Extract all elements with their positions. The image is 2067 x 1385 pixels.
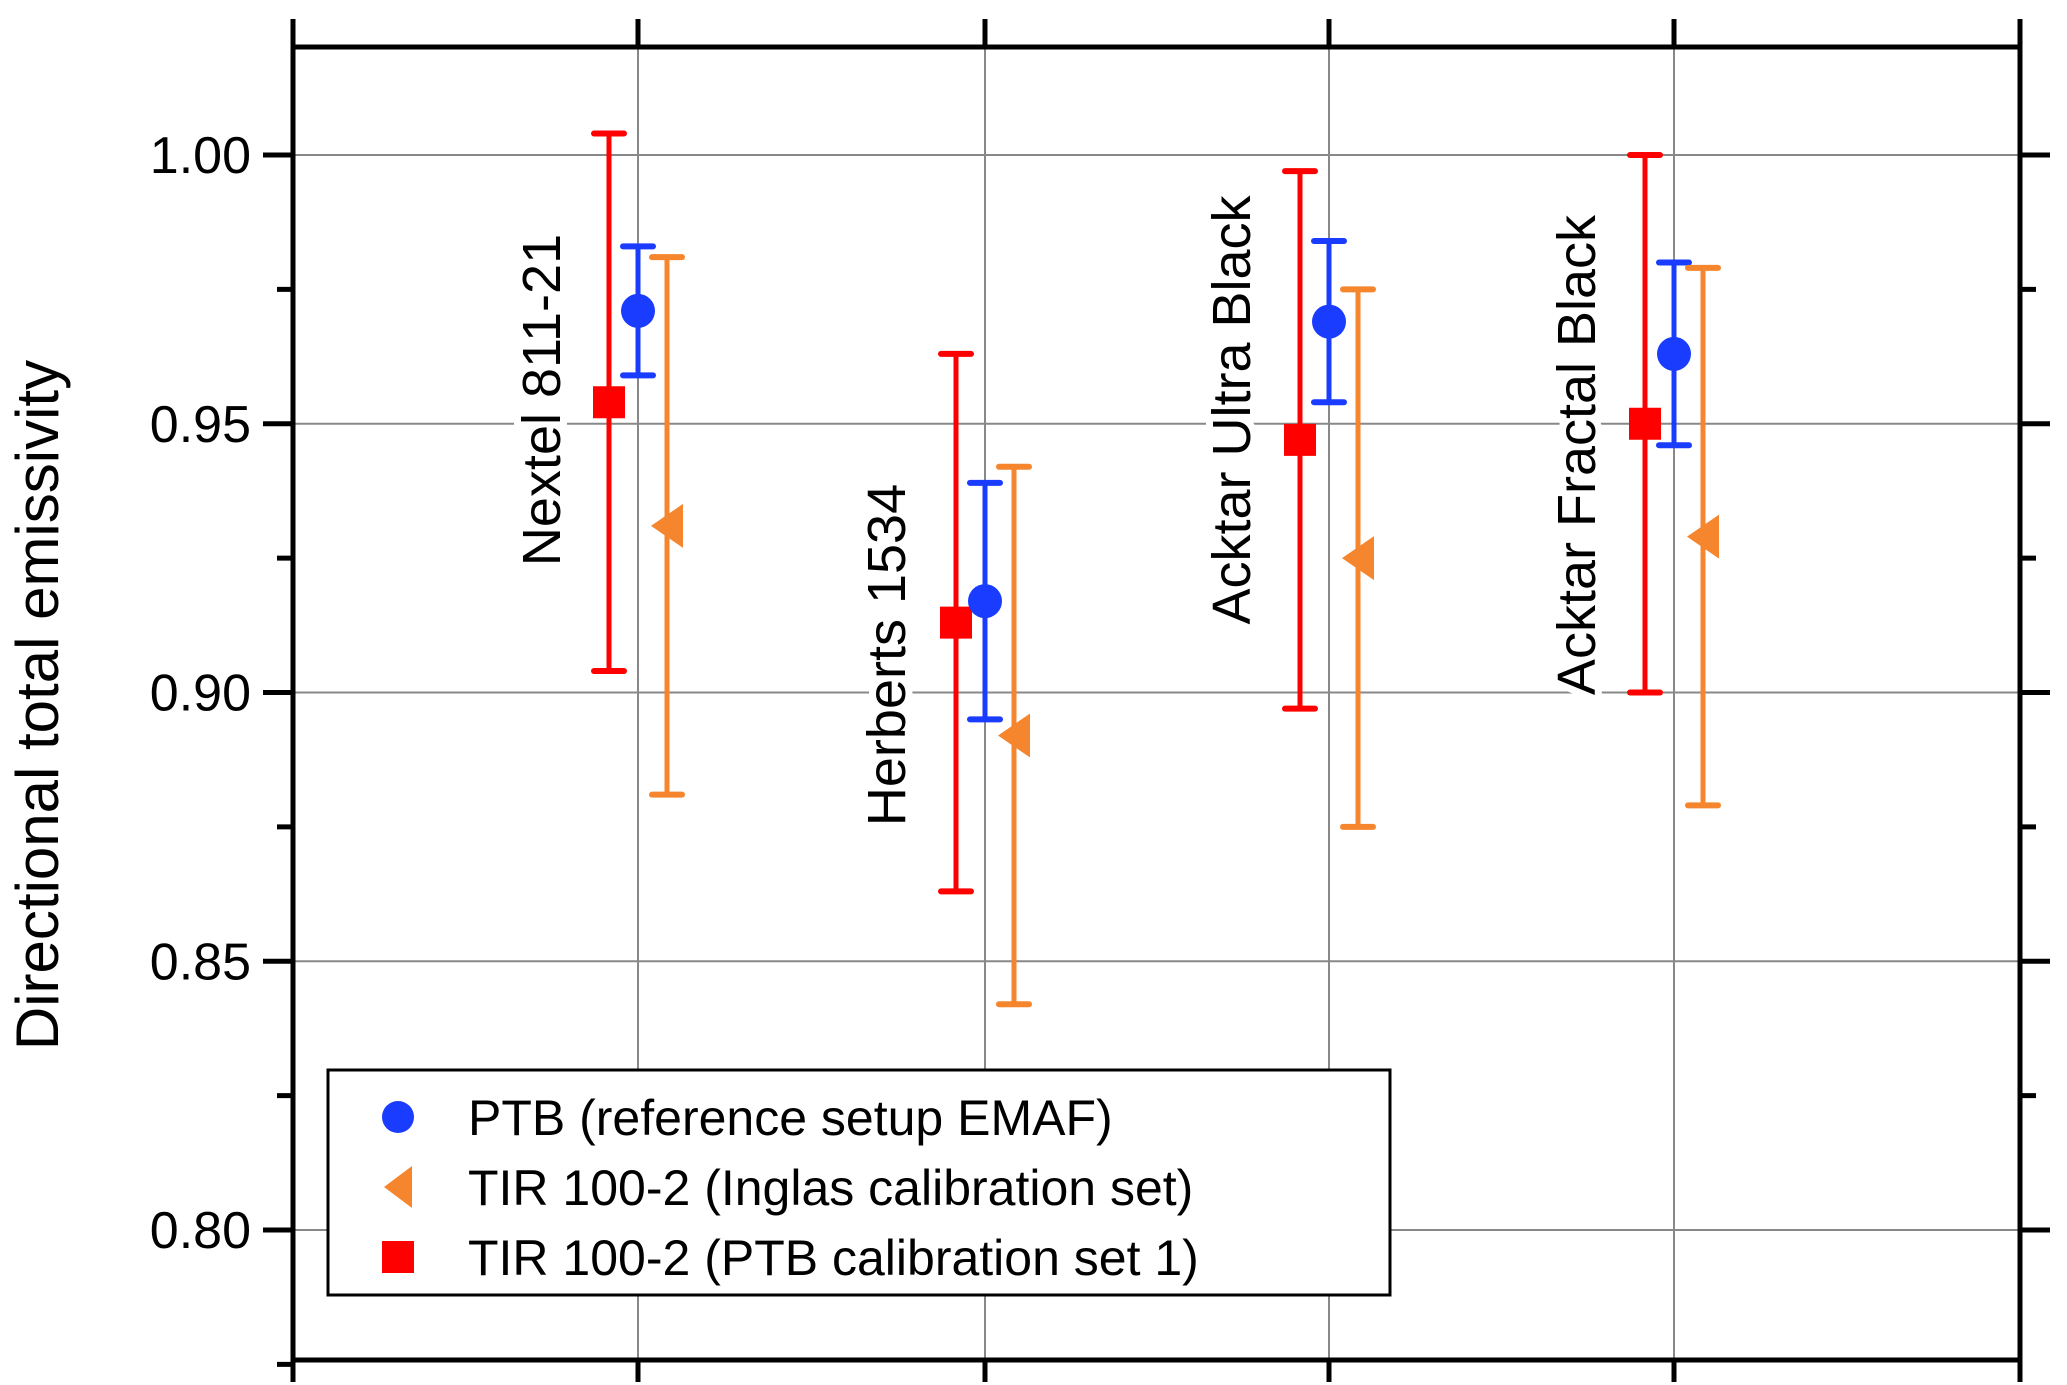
series-square bbox=[591, 130, 1663, 895]
legend-label: TIR 100-2 (Inglas calibration set) bbox=[468, 1160, 1193, 1216]
data-point-square bbox=[1629, 407, 1661, 440]
legend-label: TIR 100-2 (PTB calibration set 1) bbox=[468, 1230, 1199, 1286]
data-point-triangle bbox=[651, 503, 683, 548]
data-point-circle bbox=[1657, 336, 1691, 371]
category-label: Acktar Fractal Black bbox=[1547, 214, 1607, 695]
legend-box bbox=[326, 1068, 1392, 1297]
data-point-square bbox=[1284, 423, 1316, 456]
legend-marker-circle bbox=[382, 1101, 414, 1133]
plot-border bbox=[290, 44, 2023, 1363]
y-tick-label: 0.80 bbox=[150, 1202, 251, 1260]
legend: PTB (reference setup EMAF) TIR 100-2 (Ing… bbox=[326, 1068, 1392, 1297]
y-axis-title: Directional total emissivity bbox=[4, 360, 71, 1050]
data-point-square bbox=[593, 386, 625, 419]
legend-label: PTB (reference setup EMAF) bbox=[468, 1090, 1113, 1146]
category-label: Nextel 811-21 bbox=[512, 234, 572, 566]
y-axis-ticks: 0.80 0.85 0.90 0.95 1.00 bbox=[150, 127, 2050, 1367]
category-label: Acktar Ultra Black bbox=[1202, 194, 1262, 624]
data-point-triangle bbox=[998, 713, 1030, 758]
data-point-circle bbox=[968, 584, 1002, 619]
legend-marker-square bbox=[382, 1241, 414, 1273]
series-triangle-left bbox=[649, 254, 1721, 1008]
y-tick-label: 0.85 bbox=[150, 933, 251, 991]
data-point-square bbox=[940, 606, 972, 639]
data-point-triangle bbox=[1342, 536, 1374, 581]
y-tick-label: 1.00 bbox=[150, 127, 251, 185]
data-point-triangle bbox=[1687, 514, 1719, 559]
legend-marker-triangle bbox=[384, 1166, 412, 1208]
y-tick-label: 0.90 bbox=[150, 665, 251, 723]
data-point-circle bbox=[1312, 304, 1346, 339]
data-series bbox=[591, 130, 1721, 1008]
category-labels: Nextel 811-21 Herberts 1534 Acktar Ultra B… bbox=[505, 187, 1614, 833]
y-tick-label: 0.95 bbox=[150, 396, 251, 454]
plot-frame bbox=[290, 19, 2023, 1382]
data-point-circle bbox=[621, 293, 655, 328]
category-label: Herberts 1534 bbox=[857, 484, 917, 826]
series-circle bbox=[620, 238, 1692, 723]
